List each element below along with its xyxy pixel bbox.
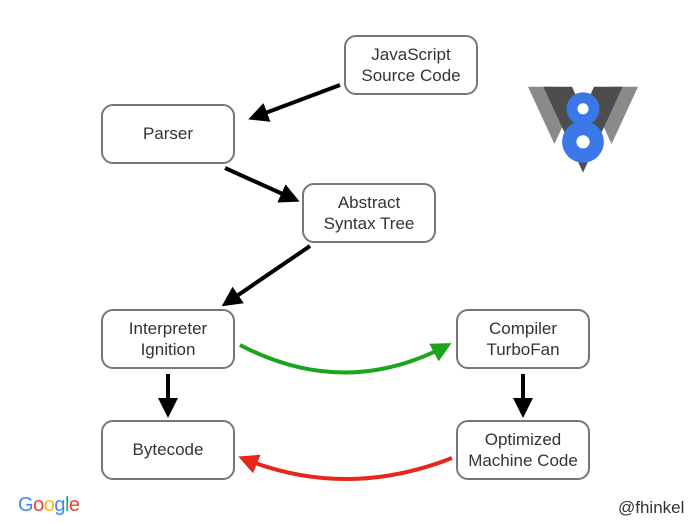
arrow-machine-bytecode [242, 458, 452, 479]
arrow-ast-ignition [225, 246, 310, 304]
node-ignition: InterpreterIgnition [101, 309, 235, 369]
arrow-source-parser [252, 85, 340, 118]
node-parser: Parser [101, 104, 235, 164]
node-ast: AbstractSyntax Tree [302, 183, 436, 243]
v8-logo-icon [528, 78, 638, 188]
google-logo: Google [18, 494, 80, 517]
node-source: JavaScriptSource Code [344, 35, 478, 95]
author-handle: @fhinkel [618, 498, 684, 518]
arrow-parser-ast [225, 168, 296, 200]
arrow-ignition-turbofan [240, 345, 448, 373]
node-turbofan: CompilerTurboFan [456, 309, 590, 369]
node-machine: OptimizedMachine Code [456, 420, 590, 480]
node-bytecode: Bytecode [101, 420, 235, 480]
